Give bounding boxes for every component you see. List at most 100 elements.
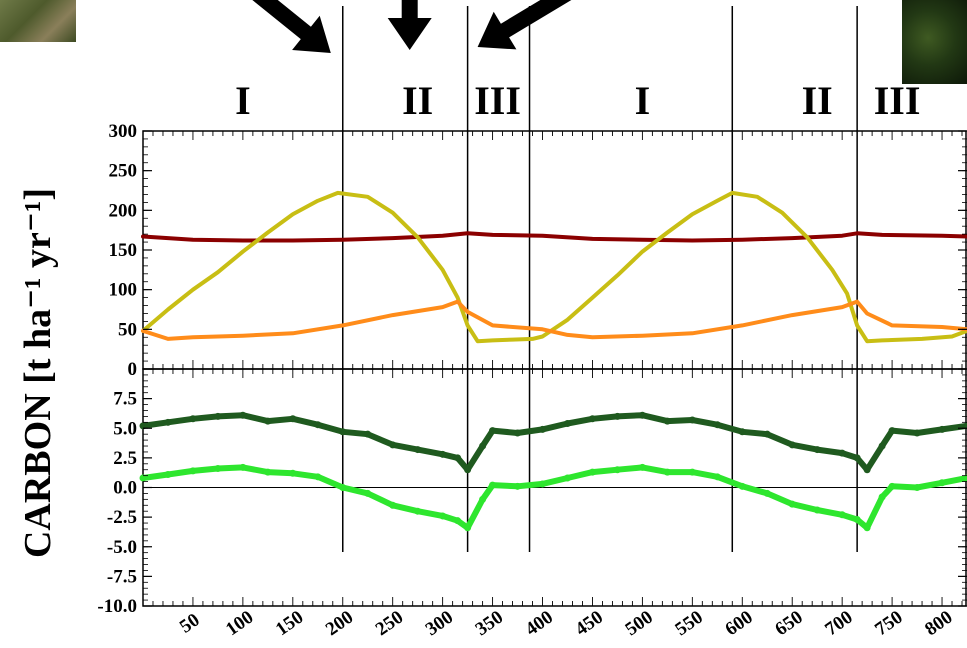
bottom-series-0-point — [514, 429, 522, 437]
bottom-series-1-point — [788, 500, 796, 508]
bottom-series-0-point — [464, 466, 472, 474]
bottom-series-0-point — [853, 454, 861, 462]
plot-frames — [142, 130, 967, 607]
top-series-1-line — [141, 190, 967, 344]
x-tick-label: 50 — [176, 609, 204, 637]
top-y-tick-label: 300 — [109, 121, 138, 142]
bottom-series-0-point — [214, 412, 222, 420]
bottom-series-0-point — [838, 449, 846, 457]
top-y-tick-label: 150 — [109, 240, 138, 261]
arrow — [252, 0, 331, 53]
top-y-tick-label: 200 — [109, 200, 138, 221]
bottom-series-0-point — [389, 441, 397, 449]
phase-label: II — [402, 78, 433, 123]
bottom-series-0-point — [454, 454, 462, 462]
phase-boundaries — [342, 6, 858, 552]
bottom-series-0-point — [763, 430, 771, 438]
forest-photo-left — [0, 0, 76, 42]
bottom-series-1-point — [514, 482, 522, 490]
x-tick-label: 150 — [272, 607, 307, 641]
bottom-series-0-point — [539, 425, 547, 433]
bottom-series-0-point — [888, 427, 896, 435]
bottom-series-0-point — [863, 466, 871, 474]
bottom-series-0-point — [164, 418, 172, 426]
bottom-series-1-point — [214, 465, 222, 473]
bottom-series-1-point — [863, 524, 871, 532]
bottom-series-1-point — [264, 468, 272, 476]
bottom-y-tick-label: 0.0 — [113, 478, 137, 499]
bottom-series-0-point — [638, 411, 646, 419]
x-tick-label: 600 — [721, 607, 756, 641]
x-tick-label: 300 — [422, 607, 457, 641]
x-tick-label: 350 — [472, 607, 507, 641]
bottom-series-1-point — [139, 474, 147, 482]
x-tick-label: 650 — [771, 607, 806, 641]
series-lines — [139, 190, 967, 532]
x-tick-label: 450 — [572, 607, 607, 641]
bottom-series-0-point — [189, 415, 197, 423]
bottom-series-1-line — [140, 464, 967, 531]
x-tick-label: 500 — [622, 607, 657, 641]
bottom-series-0-point — [563, 420, 571, 428]
bottom-series-1-point — [454, 517, 462, 525]
forest-photo-right — [902, 0, 967, 84]
bottom-series-1-point — [464, 524, 472, 532]
top-y-tick-label: 250 — [109, 161, 138, 182]
bottom-series-0-point — [264, 417, 272, 425]
bottom-series-0-point — [813, 446, 821, 454]
bottom-y-tick-label: 2.5 — [113, 448, 137, 469]
bottom-series-0-point — [314, 421, 322, 429]
arrow — [477, 0, 572, 50]
bottom-series-0-point — [364, 430, 372, 438]
bottom-series-0-point — [414, 446, 422, 454]
phase-label: I — [635, 78, 651, 123]
bottom-series-1-point — [389, 501, 397, 509]
top-y-tick-label: 0 — [128, 359, 138, 380]
top-series-2-line — [141, 299, 967, 341]
bottom-series-0-point — [588, 415, 596, 423]
bottom-series-1-point — [289, 469, 297, 477]
bottom-series-1-point — [414, 507, 422, 515]
bottom-series-1-point — [563, 474, 571, 482]
top-series-0-line — [141, 231, 967, 243]
bottom-series-0-point — [439, 450, 447, 458]
bottom-series-1-point — [479, 495, 487, 503]
bottom-series-0-point — [913, 429, 921, 437]
bottom-series-1-point — [763, 489, 771, 497]
bottom-series-0-point — [938, 425, 946, 433]
axis-ticks — [143, 130, 967, 607]
bottom-series-1-point — [638, 463, 646, 471]
bottom-series-0-point — [713, 421, 721, 429]
bottom-series-1-point — [588, 468, 596, 476]
bottom-y-tick-label: 7.5 — [113, 389, 137, 410]
bottom-series-0-point — [613, 412, 621, 420]
y-axis-label: CARBON [t ha⁻¹ yr⁻¹] — [17, 188, 59, 558]
bottom-series-0-point — [139, 422, 147, 430]
bottom-y-tick-label: -5.0 — [107, 537, 137, 558]
bottom-series-0-point — [239, 411, 247, 419]
bottom-series-1-point — [838, 511, 846, 519]
bottom-series-1-point — [439, 512, 447, 520]
bottom-series-0-point — [878, 442, 886, 450]
bottom-series-0-point — [479, 442, 487, 450]
bottom-series-0-point — [663, 417, 671, 425]
bottom-series-0-point — [289, 415, 297, 423]
top-y-tick-label: 100 — [109, 280, 138, 301]
bottom-series-0-point — [738, 428, 746, 436]
bottom-series-1-point — [539, 480, 547, 488]
phase-label: III — [474, 78, 521, 123]
x-tick-label: 400 — [522, 607, 557, 641]
bottom-series-1-point — [314, 473, 322, 481]
arrows — [252, 0, 572, 53]
bottom-series-0-point — [489, 427, 497, 435]
phase-label: II — [802, 78, 833, 123]
bottom-series-1-point — [364, 489, 372, 497]
bottom-series-1-point — [189, 467, 197, 475]
bottom-series-1-point — [878, 493, 886, 501]
x-tick-label: 200 — [322, 607, 357, 641]
bottom-series-1-point — [913, 484, 921, 491]
bottom-series-1-point — [938, 479, 946, 487]
bottom-series-1-point — [489, 481, 497, 489]
bottom-series-0-point — [688, 416, 696, 424]
bottom-series-1-point — [813, 506, 821, 514]
